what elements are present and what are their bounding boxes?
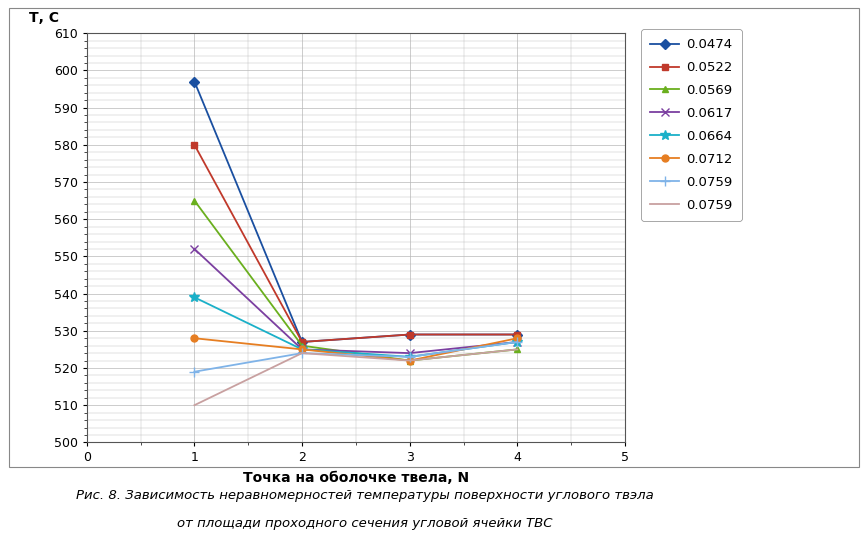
Text: от площади проходного сечения угловой ячейки ТВС: от площади проходного сечения угловой яч… (177, 517, 552, 530)
0.0617 (512, 338, 523, 345)
0.0759 (189, 368, 200, 375)
Text: Рис. 8. Зависимость неравномерностей температуры поверхности углового твэла: Рис. 8. Зависимость неравномерностей тем… (76, 489, 654, 503)
0.0759 (404, 353, 415, 360)
Y-axis label: Т, С: Т, С (29, 11, 59, 25)
Line: 0.0759: 0.0759 (194, 349, 517, 405)
0.0617 (297, 346, 307, 353)
0.0712 (297, 346, 307, 353)
0.0617 (404, 350, 415, 357)
0.0759 (297, 350, 307, 357)
0.0474 (404, 331, 415, 338)
0.0522 (189, 142, 200, 148)
0.0569 (297, 342, 307, 349)
Line: 0.0522: 0.0522 (191, 142, 521, 346)
Line: 0.0712: 0.0712 (191, 335, 521, 364)
Line: 0.0569: 0.0569 (191, 197, 521, 364)
0.0522 (512, 331, 523, 338)
0.0712 (512, 335, 523, 342)
0.0569 (404, 357, 415, 364)
X-axis label: Точка на оболочке твела, N: Точка на оболочке твела, N (243, 471, 469, 486)
0.0664 (512, 338, 523, 345)
0.0569 (512, 346, 523, 353)
0.0712 (189, 335, 200, 342)
0.0617 (189, 246, 200, 252)
0.0474 (297, 338, 307, 345)
Line: 0.0474: 0.0474 (191, 78, 521, 346)
0.0474 (512, 331, 523, 338)
Line: 0.0759: 0.0759 (189, 337, 523, 377)
0.0569 (189, 197, 200, 204)
0.0664 (404, 353, 415, 360)
Line: 0.0664: 0.0664 (189, 293, 523, 362)
0.0522 (404, 331, 415, 338)
0.0712 (404, 357, 415, 364)
0.0664 (297, 346, 307, 353)
0.0474 (189, 78, 200, 85)
Line: 0.0617: 0.0617 (190, 245, 522, 357)
0.0759 (297, 350, 307, 357)
0.0664 (189, 294, 200, 301)
Legend: 0.0474, 0.0522, 0.0569, 0.0617, 0.0664, 0.0712, 0.0759, 0.0759: 0.0474, 0.0522, 0.0569, 0.0617, 0.0664, … (641, 29, 741, 221)
0.0759 (404, 357, 415, 364)
0.0759 (512, 338, 523, 345)
0.0759 (189, 402, 200, 409)
0.0759 (512, 346, 523, 353)
0.0522 (297, 338, 307, 345)
